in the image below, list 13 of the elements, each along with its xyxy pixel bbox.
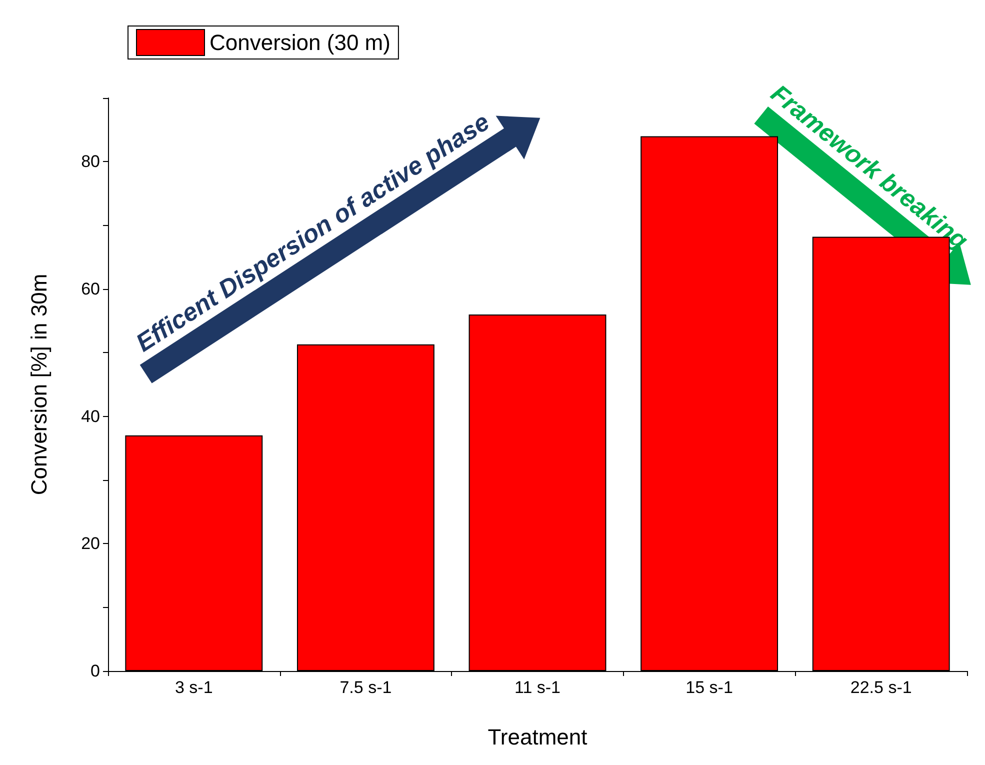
y-tick-label: 0 — [90, 662, 100, 680]
x-tick-label: 22.5 s-1 — [850, 678, 912, 697]
y-tick-label: 40 — [81, 406, 100, 426]
x-tick-label: 7.5 s-1 — [340, 678, 392, 697]
x-tick-label: 15 s-1 — [686, 678, 733, 697]
y-tick-label: 60 — [81, 280, 100, 298]
legend-label: Conversion (30 m) — [210, 30, 390, 55]
x-tick-label: 3 s-1 — [175, 678, 213, 697]
x-axis-title: Treatment — [488, 724, 588, 750]
y-tick-label: 80 — [81, 152, 100, 172]
y-tick-label: 20 — [81, 534, 100, 554]
x-tick-label: 11 s-1 — [514, 678, 560, 697]
y-axis-title: Conversion [%] in 30m — [26, 274, 52, 496]
